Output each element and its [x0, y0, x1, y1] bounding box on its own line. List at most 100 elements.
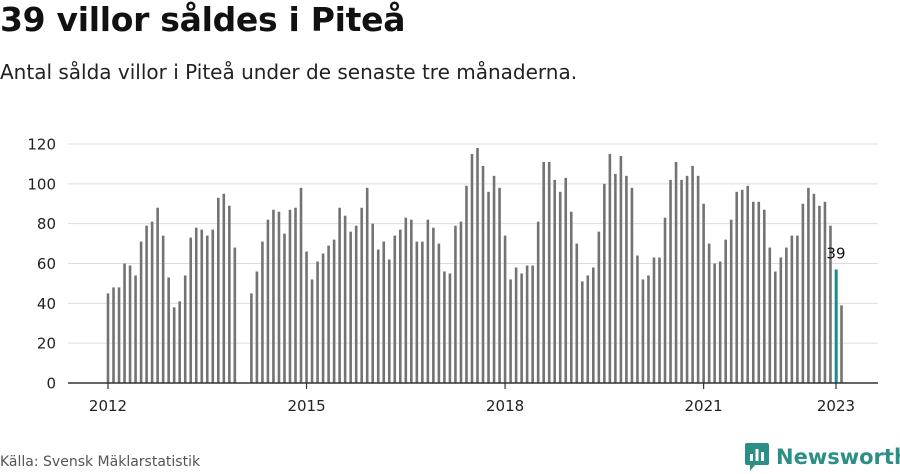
- bar: [669, 179, 672, 383]
- bar: [332, 239, 336, 383]
- bar: [150, 221, 154, 383]
- bar: [768, 247, 772, 383]
- bar: [349, 231, 352, 383]
- bar: [305, 251, 308, 383]
- bar: [498, 187, 501, 383]
- brand-name: Newsworthy: [776, 445, 900, 469]
- bar: [757, 201, 761, 383]
- bar: [514, 267, 518, 383]
- bar: [294, 207, 297, 383]
- bar: [233, 247, 237, 383]
- bar: [250, 293, 253, 384]
- bar: [509, 279, 512, 383]
- bar: [465, 185, 468, 383]
- bar: [575, 243, 579, 383]
- bar: [272, 209, 275, 383]
- bar: [729, 219, 733, 383]
- bar: [432, 227, 435, 383]
- bar: [569, 211, 573, 383]
- bar: [360, 207, 363, 383]
- bar: [299, 187, 303, 383]
- bar: [774, 271, 777, 383]
- bar: [117, 287, 121, 383]
- x-tick-label: 2021: [685, 397, 723, 415]
- bar: [194, 227, 198, 383]
- x-tick-label: 2015: [287, 397, 325, 415]
- bar: [608, 153, 612, 383]
- bar: [371, 223, 375, 383]
- bar: [674, 161, 678, 383]
- bar: [680, 179, 683, 383]
- chart-title: 39 villor såldes i Piteå: [0, 0, 406, 39]
- bar: [200, 229, 204, 383]
- bar: [338, 207, 341, 383]
- bar: [603, 183, 606, 383]
- bar: [128, 265, 132, 383]
- bar: [205, 235, 209, 383]
- bar: [404, 217, 408, 383]
- bar: [443, 271, 446, 383]
- bar: [713, 263, 716, 383]
- bar: [542, 161, 545, 383]
- bar: [106, 293, 110, 384]
- bar: [167, 277, 170, 383]
- bar: [558, 191, 562, 383]
- bar: [630, 187, 634, 383]
- bar: [261, 241, 264, 383]
- bar: [134, 275, 137, 383]
- bar: [785, 247, 788, 383]
- bar: [807, 187, 810, 383]
- bar: [663, 217, 667, 383]
- bar: [691, 165, 694, 383]
- bar: [382, 241, 386, 383]
- bar: [459, 221, 463, 383]
- bar: [139, 241, 143, 383]
- bar: [283, 233, 286, 384]
- bar: [685, 175, 689, 383]
- bar: [387, 259, 391, 383]
- bar: [393, 235, 397, 383]
- bar: [818, 205, 821, 383]
- y-tick-label: 80: [37, 215, 56, 233]
- bar: [840, 305, 843, 383]
- bar: [161, 235, 165, 383]
- bar: [183, 275, 187, 383]
- bar: [321, 253, 325, 383]
- bar: [145, 225, 148, 383]
- bar: [376, 249, 380, 383]
- chart-subtitle: Antal sålda villor i Piteå under de sena…: [0, 60, 578, 84]
- bar: [735, 191, 739, 383]
- x-tick-label: 2023: [817, 397, 855, 415]
- bar: [288, 209, 292, 383]
- bar: [525, 265, 529, 383]
- bar: [454, 225, 457, 383]
- bar: [448, 273, 452, 383]
- bar: [503, 235, 507, 383]
- bar: [779, 257, 783, 383]
- bar: [327, 245, 330, 383]
- bar-chart: 0 20 40 60 80 100 120 2012 2015 2018 2021 2023 39: [27, 136, 878, 415]
- bar: [536, 221, 540, 383]
- bar: [812, 193, 816, 383]
- y-tick-label: 20: [37, 335, 56, 353]
- bar: [696, 175, 700, 383]
- newsworthy-logo-icon: [745, 443, 769, 471]
- x-axis-ticks: 2012 2015 2018 2021 2023: [89, 383, 855, 415]
- x-tick-label: 2018: [486, 397, 524, 415]
- x-tick-label: 2012: [89, 397, 127, 415]
- brand-logo[interactable]: Newsworthy: [745, 443, 900, 471]
- bar: [470, 153, 474, 383]
- bar: [531, 265, 534, 383]
- bar: [343, 215, 347, 383]
- bar: [481, 165, 485, 383]
- bar: [426, 219, 430, 383]
- bar: [123, 263, 126, 383]
- bar: [266, 219, 270, 383]
- bar: [316, 261, 319, 383]
- bar: [410, 219, 413, 383]
- bar: [365, 187, 369, 383]
- bar: [255, 271, 259, 383]
- y-tick-label: 100: [27, 175, 56, 193]
- bar: [718, 261, 722, 383]
- bars: [106, 147, 843, 384]
